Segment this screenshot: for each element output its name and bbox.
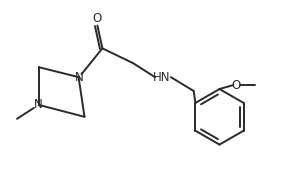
- Text: O: O: [232, 79, 241, 92]
- Text: HN: HN: [153, 71, 171, 84]
- Text: N: N: [33, 98, 42, 111]
- Text: O: O: [93, 12, 102, 25]
- Text: N: N: [75, 71, 84, 84]
